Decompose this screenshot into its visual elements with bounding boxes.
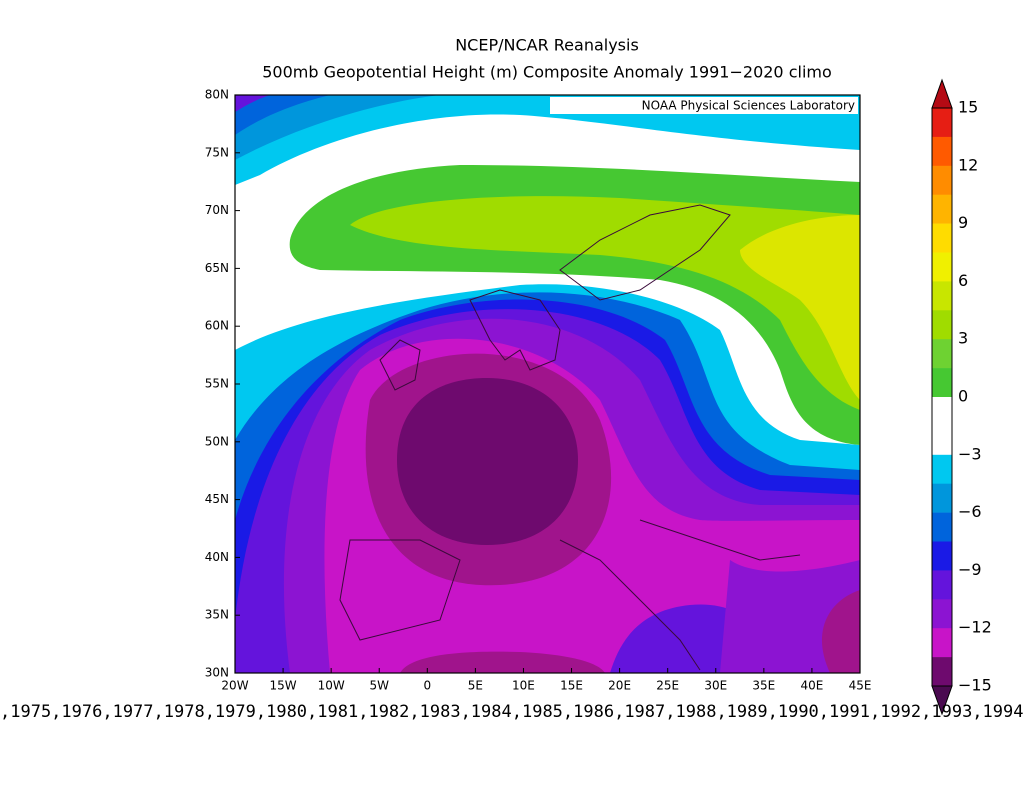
colorbar: 15 12 9 6 3 0 −3 −6 −9 −12 −15 xyxy=(931,78,992,716)
lon-label: 25E xyxy=(656,679,679,693)
colorbar-segment xyxy=(932,310,952,340)
colorbar-segment xyxy=(932,541,952,571)
lon-label: 20E xyxy=(608,679,631,693)
lon-label: 15W xyxy=(270,679,297,693)
anomaly-field xyxy=(235,95,860,673)
lon-label: 45E xyxy=(849,679,872,693)
colorbar-label: −15 xyxy=(958,676,992,695)
colorbar-segment xyxy=(932,339,952,369)
lon-label: 35E xyxy=(752,679,775,693)
colorbar-segment xyxy=(932,252,952,282)
lon-label: 20W xyxy=(221,679,248,693)
lon-label: 5W xyxy=(369,679,389,693)
subtitle: 500mb Geopotential Height (m) Composite … xyxy=(262,63,832,82)
colorbar-segment xyxy=(932,194,952,224)
lat-label: 70N xyxy=(205,203,229,217)
colorbar-segment xyxy=(932,165,952,195)
credit-box: NOAA Physical Sciences Laboratory xyxy=(550,97,858,114)
lat-label: 55N xyxy=(205,377,229,391)
lon-label: 10E xyxy=(512,679,535,693)
lat-label: 40N xyxy=(205,550,229,564)
colorbar-segment xyxy=(932,108,952,138)
lon-label: 5E xyxy=(468,679,483,693)
colorbar-frame xyxy=(931,107,953,687)
lon-label: 10W xyxy=(318,679,345,693)
colorbar-segment xyxy=(932,570,952,600)
lat-label: 80N xyxy=(205,88,229,102)
colorbar-segment xyxy=(932,368,952,398)
lat-label: 50N xyxy=(205,434,229,448)
lon-label: 40E xyxy=(800,679,823,693)
colorbar-arrow xyxy=(931,78,953,109)
lon-label: 15E xyxy=(560,679,583,693)
colorbar-label: 3 xyxy=(958,329,968,348)
lat-label: 60N xyxy=(205,319,229,333)
lat-label: 35N xyxy=(205,608,229,622)
colorbar-segment xyxy=(932,628,952,658)
colorbar-segment xyxy=(932,657,952,687)
colorbar-label: 9 xyxy=(958,213,968,232)
colorbar-label: −6 xyxy=(958,502,982,521)
colorbar-label: 6 xyxy=(958,271,968,290)
colorbar-label: 15 xyxy=(958,98,978,117)
colorbar-segment xyxy=(932,223,952,253)
lat-label: 30N xyxy=(205,666,229,680)
colorbar-label: −12 xyxy=(958,618,992,637)
lat-label: 75N xyxy=(205,145,229,159)
colorbar-segment xyxy=(932,483,952,513)
colorbar-segment xyxy=(932,281,952,311)
lat-label: 45N xyxy=(205,492,229,506)
colorbar-label: 0 xyxy=(958,387,968,406)
credit: NOAA Physical Sciences Laboratory xyxy=(642,99,855,113)
colorbar-label: −3 xyxy=(958,444,982,463)
lon-label: 30E xyxy=(704,679,727,693)
lon-label: 0 xyxy=(423,679,431,693)
colorbar-segment xyxy=(932,397,952,427)
lat-label: 65N xyxy=(205,261,229,275)
colorbar-segment xyxy=(932,599,952,629)
colorbar-label: −9 xyxy=(958,560,982,579)
colorbar-segment xyxy=(932,425,952,456)
years: ,1975,1976,1977,1978,1979,1980,1981,1982… xyxy=(0,702,1024,722)
title: NCEP/NCAR Reanalysis xyxy=(455,36,639,55)
colorbar-segment xyxy=(932,454,952,484)
colorbar-segment xyxy=(932,512,952,542)
colorbar-segment xyxy=(932,136,952,167)
colorbar-label: 12 xyxy=(958,155,978,174)
